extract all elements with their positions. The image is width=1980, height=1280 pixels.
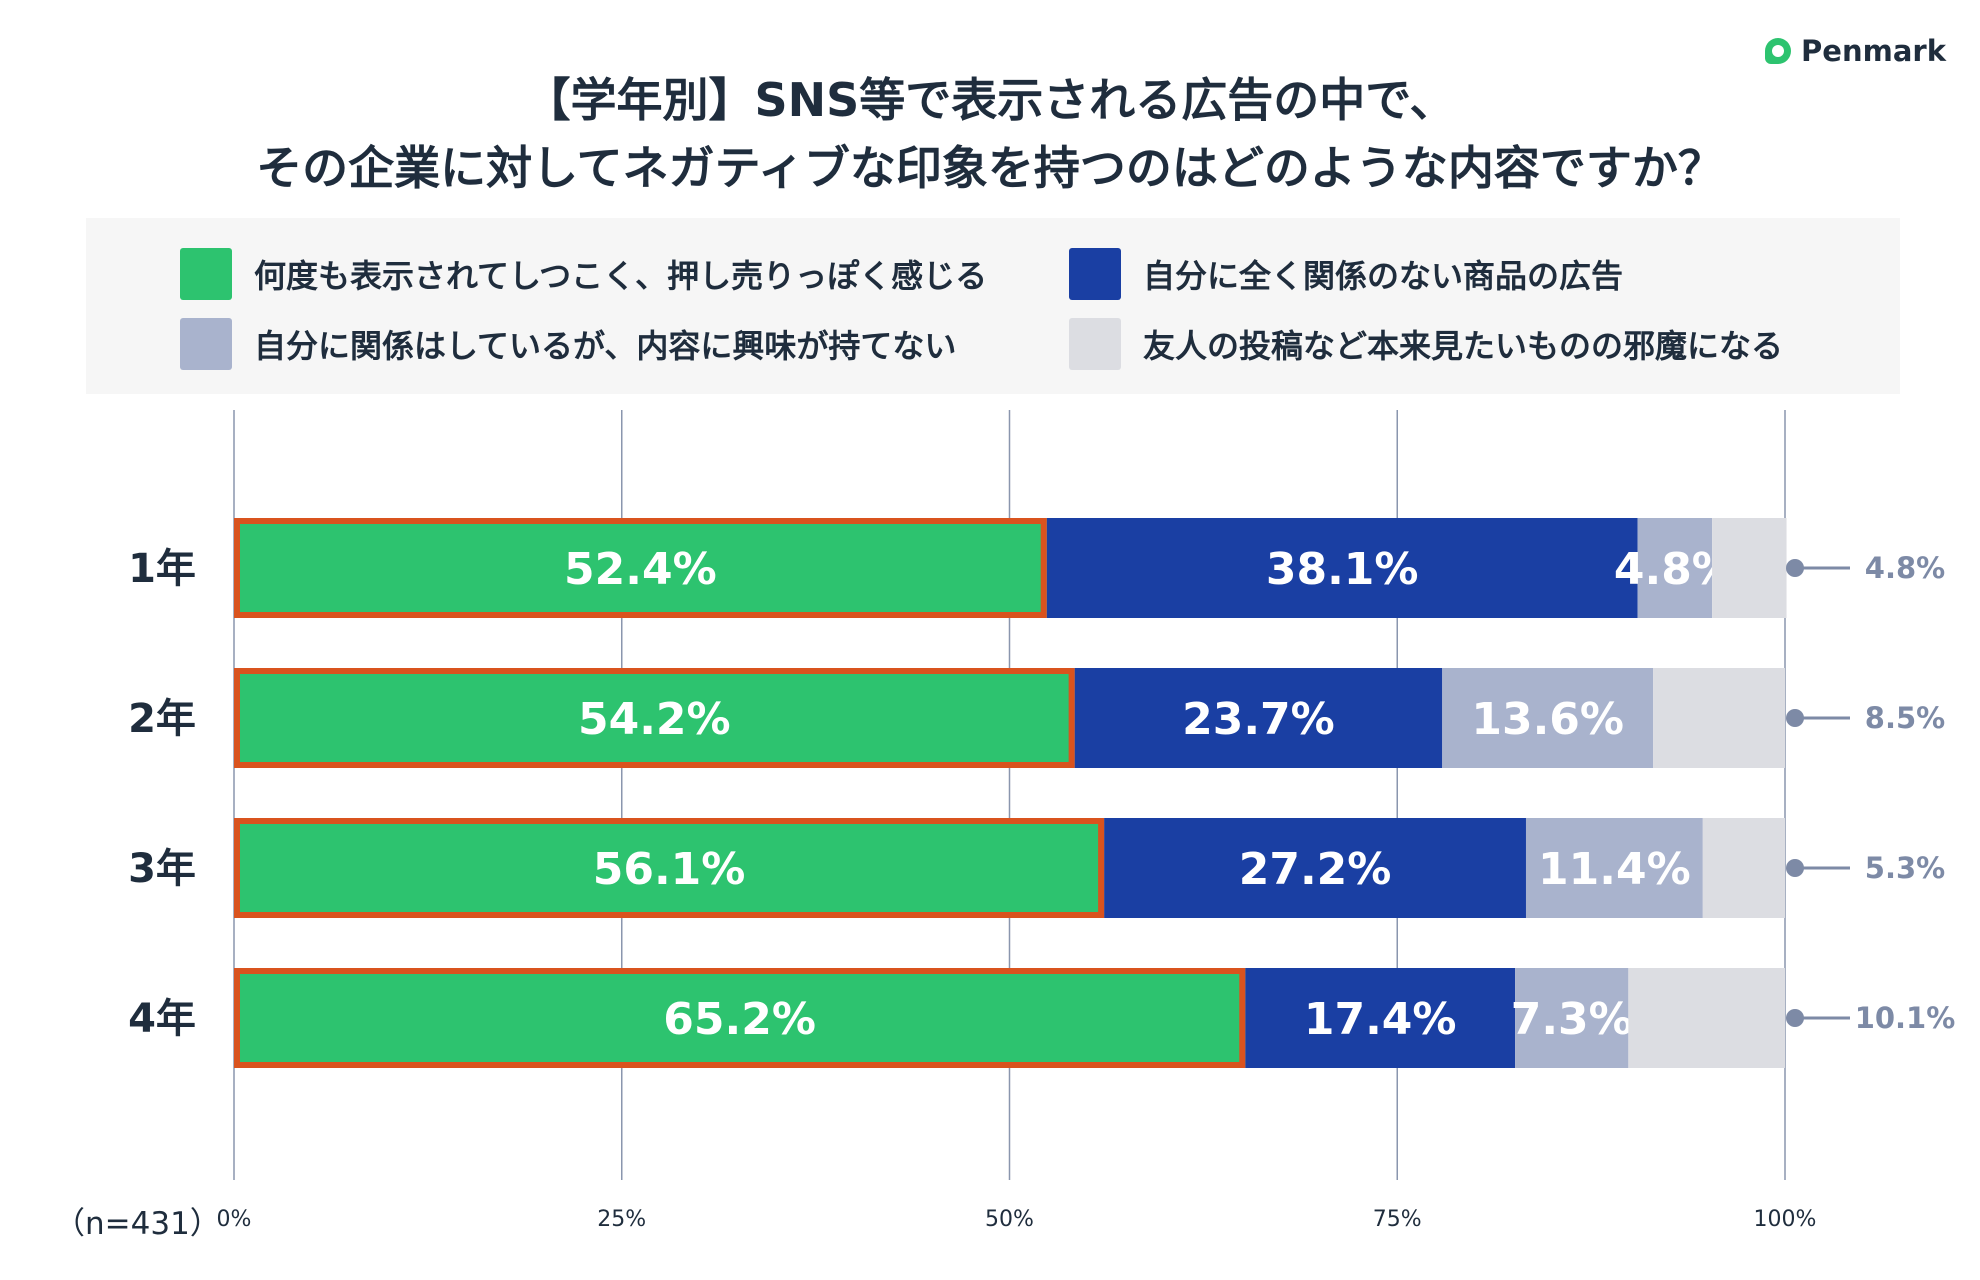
bar-segment-1-2 bbox=[1046, 518, 1638, 618]
data-label-3-3: 11.4% bbox=[1538, 844, 1691, 895]
data-label-1-4: 4.8% bbox=[1865, 551, 1945, 585]
highlight-outline-2 bbox=[234, 668, 1075, 768]
bar-segment-4-2 bbox=[1245, 968, 1516, 1068]
bar-segment-3-3 bbox=[1525, 818, 1703, 918]
bar-segment-3-2 bbox=[1104, 818, 1526, 918]
data-label-4-2: 17.4% bbox=[1304, 994, 1457, 1045]
bar-segment-2-1 bbox=[234, 668, 1075, 768]
chart-title-line1: 【学年別】SNS等で表示される広告の中で、 bbox=[524, 73, 1456, 127]
highlight-outline-3 bbox=[234, 818, 1105, 918]
category-label-2: 2年 bbox=[128, 696, 196, 742]
x-tick-label-25: 25% bbox=[597, 1207, 646, 1232]
data-label-4-4: 10.1% bbox=[1855, 1001, 1956, 1035]
data-label-2-2: 23.7% bbox=[1182, 694, 1335, 745]
data-label-4-1: 65.2% bbox=[663, 994, 816, 1045]
highlight-outline-4 bbox=[234, 968, 1246, 1068]
chart-title: 【学年別】SNS等で表示される広告の中で、 その企業に対してネガティブな印象を持… bbox=[0, 66, 1980, 202]
legend-item-1: 何度も表示されてしつこく、押し売りっぽく感じる bbox=[180, 248, 987, 300]
legend-swatch-1 bbox=[180, 248, 232, 300]
bar-segment-1-1 bbox=[234, 518, 1047, 618]
bar-segment-3-4 bbox=[1702, 818, 1785, 918]
data-label-3-4: 5.3% bbox=[1865, 851, 1945, 885]
legend-swatch-3 bbox=[180, 318, 232, 370]
category-label-3: 3年 bbox=[128, 846, 196, 892]
data-label-1-1: 52.4% bbox=[564, 544, 717, 595]
sample-size-note: （n=431） bbox=[54, 1206, 221, 1242]
legend-label-2: 自分に全く関係のない商品の広告 bbox=[1143, 257, 1624, 295]
legend-swatch-4 bbox=[1069, 318, 1121, 370]
legend-item-3: 自分に関係はしているが、内容に興味が持てない bbox=[180, 318, 956, 370]
bar-segment-4-1 bbox=[234, 968, 1246, 1068]
data-label-3-1: 56.1% bbox=[593, 844, 746, 895]
legend-label-3: 自分に関係はしているが、内容に興味が持てない bbox=[254, 327, 957, 365]
x-tick-label-50: 50% bbox=[985, 1207, 1034, 1232]
category-label-1: 1年 bbox=[128, 546, 196, 592]
highlight-outline-1 bbox=[234, 518, 1047, 618]
bar-segment-1-3 bbox=[1637, 518, 1713, 618]
data-label-1-2: 38.1% bbox=[1266, 544, 1419, 595]
data-label-4-3: 7.3% bbox=[1511, 994, 1633, 1045]
legend: 何度も表示されてしつこく、押し売りっぽく感じる 自分に全く関係のない商品の広告 … bbox=[86, 218, 1900, 394]
data-label-2-4: 8.5% bbox=[1865, 701, 1945, 735]
data-label-2-1: 54.2% bbox=[578, 694, 731, 745]
category-label-4: 4年 bbox=[128, 996, 196, 1042]
chart-title-line2: その企業に対してネガティブな印象を持つのはどのような内容ですか？ bbox=[256, 141, 1724, 195]
bar-segment-2-3 bbox=[1442, 668, 1654, 768]
data-label-3-2: 27.2% bbox=[1239, 844, 1392, 895]
brand-name: Penmark bbox=[1801, 34, 1946, 68]
bar-segment-2-2 bbox=[1074, 668, 1443, 768]
legend-item-2: 自分に全く関係のない商品の広告 bbox=[1069, 248, 1623, 300]
bar-segment-2-4 bbox=[1653, 668, 1785, 768]
legend-label-1: 何度も表示されてしつこく、押し売りっぽく感じる bbox=[254, 257, 988, 295]
bar-segment-4-4 bbox=[1628, 968, 1785, 1068]
bar-segment-3-1 bbox=[234, 818, 1105, 918]
x-tick-label-75: 75% bbox=[1373, 1207, 1422, 1232]
legend-label-4: 友人の投稿など本来見たいものの邪魔になる bbox=[1143, 327, 1784, 365]
x-tick-label-0: 0% bbox=[217, 1207, 252, 1232]
bar-segment-4-3 bbox=[1515, 968, 1629, 1068]
x-tick-label-100: 100% bbox=[1754, 1207, 1817, 1232]
data-label-2-3: 13.6% bbox=[1471, 694, 1624, 745]
legend-swatch-2 bbox=[1069, 248, 1121, 300]
penmark-logo-icon bbox=[1765, 38, 1792, 64]
bar-segment-1-4 bbox=[1712, 518, 1787, 618]
brand-logo: Penmark bbox=[1765, 34, 1946, 68]
legend-item-4: 友人の投稿など本来見たいものの邪魔になる bbox=[1069, 318, 1783, 370]
